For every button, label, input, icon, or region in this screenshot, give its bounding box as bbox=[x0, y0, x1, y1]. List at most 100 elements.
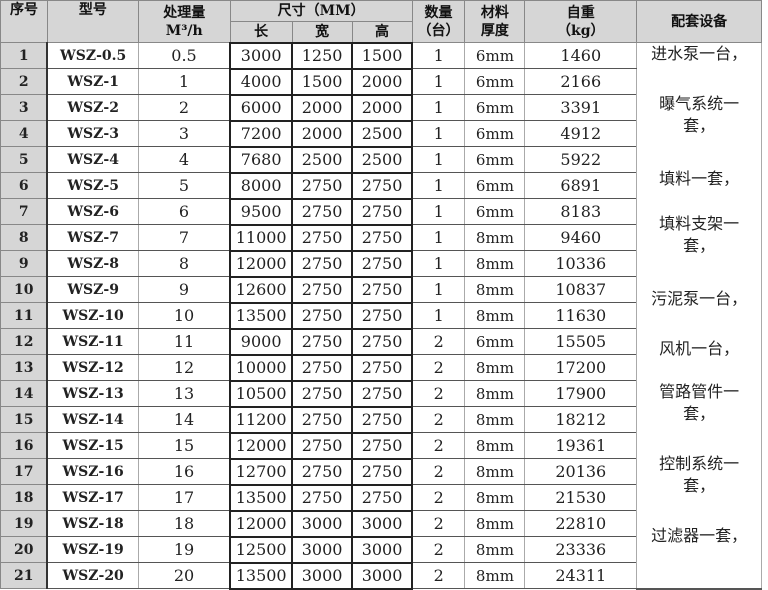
thickness-cell: 6mm bbox=[464, 198, 526, 225]
index-cell: 7 bbox=[0, 198, 48, 225]
height-cell: 1500 bbox=[351, 41, 414, 70]
index-cell: 3 bbox=[0, 94, 48, 121]
model-cell: WSZ-19 bbox=[46, 536, 139, 563]
capacity-cell: 13 bbox=[137, 380, 231, 407]
quantity-cell: 2 bbox=[411, 380, 466, 407]
header-model: 型号 bbox=[46, 0, 139, 43]
table-row: 8 WSZ-7 7 11000 2750 2750 1 8mm 9460 bbox=[0, 223, 762, 252]
height-cell: 2750 bbox=[351, 197, 414, 226]
thickness-cell: 8mm bbox=[464, 484, 526, 511]
weight-cell: 23336 bbox=[524, 536, 638, 563]
thickness-cell: 8mm bbox=[464, 458, 526, 485]
equipment-item: 过滤器一套， bbox=[651, 526, 748, 545]
weight-cell: 9460 bbox=[524, 224, 638, 251]
model-cell: WSZ-9 bbox=[46, 276, 139, 303]
length-cell: 7200 bbox=[229, 119, 294, 148]
height-cell: 2750 bbox=[351, 457, 414, 486]
index-cell: 15 bbox=[0, 406, 48, 433]
model-cell: WSZ-13 bbox=[46, 380, 139, 407]
capacity-cell: 14 bbox=[137, 406, 231, 433]
capacity-cell: 3 bbox=[137, 120, 231, 147]
capacity-cell: 4 bbox=[137, 146, 231, 173]
table-row: 3 WSZ-2 2 6000 2000 2000 1 6mm 3391 bbox=[0, 93, 762, 122]
equipment-item: 填料支架一套， bbox=[659, 214, 740, 255]
thickness-cell: 8mm bbox=[464, 224, 526, 251]
height-cell: 2750 bbox=[351, 379, 414, 408]
quantity-cell: 2 bbox=[411, 536, 466, 563]
index-cell: 6 bbox=[0, 172, 48, 199]
header-weight-unit: （kg） bbox=[557, 22, 605, 39]
thickness-cell: 8mm bbox=[464, 302, 526, 329]
capacity-cell: 9 bbox=[137, 276, 231, 303]
header-material-label: 材料 bbox=[480, 4, 509, 21]
height-cell: 3000 bbox=[351, 561, 414, 590]
index-cell: 19 bbox=[0, 510, 48, 537]
width-cell: 2750 bbox=[291, 301, 354, 330]
width-cell: 2750 bbox=[291, 405, 354, 434]
model-cell: WSZ-0.5 bbox=[46, 42, 139, 69]
quantity-cell: 2 bbox=[411, 458, 466, 485]
quantity-cell: 1 bbox=[411, 250, 466, 277]
thickness-cell: 6mm bbox=[464, 120, 526, 147]
weight-cell: 4912 bbox=[524, 120, 638, 147]
table-row: 16 WSZ-15 15 12000 2750 2750 2 8mm 19361 bbox=[0, 431, 762, 460]
length-cell: 12000 bbox=[229, 249, 294, 278]
width-cell: 1500 bbox=[291, 67, 354, 96]
model-cell: WSZ-6 bbox=[46, 198, 139, 225]
quantity-cell: 2 bbox=[411, 484, 466, 511]
equipment-item: 填料一套， bbox=[659, 169, 740, 188]
weight-cell: 15505 bbox=[524, 328, 638, 355]
quantity-cell: 1 bbox=[411, 120, 466, 147]
quantity-cell: 1 bbox=[411, 94, 466, 121]
weight-cell: 17200 bbox=[524, 354, 638, 381]
weight-cell: 10837 bbox=[524, 276, 638, 303]
table-row: 9 WSZ-8 8 12000 2750 2750 1 8mm 10336 bbox=[0, 249, 762, 278]
thickness-cell: 8mm bbox=[464, 432, 526, 459]
model-cell: WSZ-15 bbox=[46, 432, 139, 459]
height-cell: 3000 bbox=[351, 509, 414, 538]
length-cell: 4000 bbox=[229, 67, 294, 96]
quantity-cell: 2 bbox=[411, 354, 466, 381]
model-cell: WSZ-8 bbox=[46, 250, 139, 277]
index-cell: 9 bbox=[0, 250, 48, 277]
weight-cell: 2166 bbox=[524, 68, 638, 95]
length-cell: 12700 bbox=[229, 457, 294, 486]
capacity-cell: 18 bbox=[137, 510, 231, 537]
weight-cell: 3391 bbox=[524, 94, 638, 121]
height-cell: 2000 bbox=[351, 67, 414, 96]
equipment-item: 曝气系统一套， bbox=[659, 94, 740, 135]
header-capacity-unit: M³/h bbox=[165, 22, 203, 39]
header-thickness-label: 厚度 bbox=[480, 22, 509, 39]
width-cell: 2750 bbox=[291, 197, 354, 226]
index-cell: 4 bbox=[0, 120, 48, 147]
width-cell: 2750 bbox=[291, 379, 354, 408]
width-cell: 3000 bbox=[291, 561, 354, 590]
table-body: 1 WSZ-0.5 0.5 3000 1250 1500 1 6mm 1460 进水泵一台， 曝气系… bbox=[0, 41, 762, 590]
model-cell: WSZ-17 bbox=[46, 484, 139, 511]
length-cell: 12000 bbox=[229, 509, 294, 538]
index-cell: 21 bbox=[0, 562, 48, 589]
index-cell: 17 bbox=[0, 458, 48, 485]
length-cell: 12600 bbox=[229, 275, 294, 304]
thickness-cell: 6mm bbox=[464, 94, 526, 121]
width-cell: 2750 bbox=[291, 327, 354, 356]
quantity-cell: 1 bbox=[411, 146, 466, 173]
quantity-cell: 2 bbox=[411, 432, 466, 459]
table-row: 17 WSZ-16 16 12700 2750 2750 2 8mm 20136 bbox=[0, 457, 762, 486]
width-cell: 1250 bbox=[291, 41, 354, 70]
table-row: 19 WSZ-18 18 12000 3000 3000 2 8mm 22810 bbox=[0, 509, 762, 538]
index-cell: 10 bbox=[0, 276, 48, 303]
table-row: 7 WSZ-6 6 9500 2750 2750 1 6mm 8183 bbox=[0, 197, 762, 226]
header-quantity: 数量 （台） bbox=[411, 0, 466, 43]
quantity-cell: 1 bbox=[411, 302, 466, 329]
equipment-item: 污泥泵一台， bbox=[651, 289, 748, 308]
quantity-cell: 2 bbox=[411, 328, 466, 355]
height-cell: 2750 bbox=[351, 353, 414, 382]
table-row: 18 WSZ-17 17 13500 2750 2750 2 8mm 21530 bbox=[0, 483, 762, 512]
quantity-cell: 1 bbox=[411, 68, 466, 95]
width-cell: 2750 bbox=[291, 249, 354, 278]
length-cell: 6000 bbox=[229, 93, 294, 122]
weight-cell: 1460 bbox=[524, 42, 638, 69]
header-capacity-label: 处理量 bbox=[163, 4, 206, 21]
